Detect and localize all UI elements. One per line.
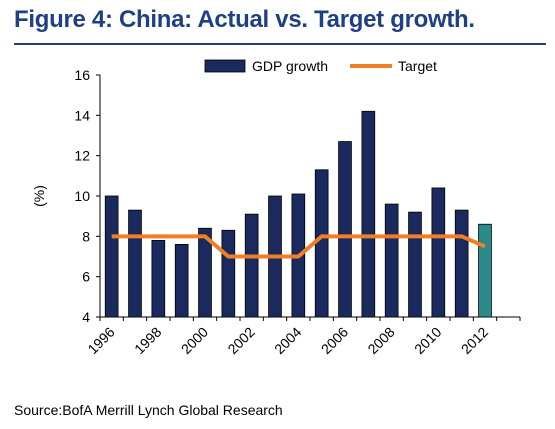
x-tick-label: 1996: [84, 324, 117, 357]
y-tick-label: 12: [74, 148, 90, 164]
gdp-growth-bar: [151, 239, 166, 318]
y-tick-label: 16: [74, 67, 90, 83]
axes: [96, 74, 521, 321]
gdp-growth-bar: [454, 209, 469, 318]
legend-label-target: Target: [398, 58, 437, 74]
gdp-growth-bar: [104, 195, 119, 318]
source-note: Source:BofA Merrill Lynch Global Researc…: [14, 402, 283, 418]
gdp-growth-bar: [314, 169, 329, 318]
figure-title: Figure 4: China: Actual vs. Target growt…: [14, 6, 475, 33]
legend-swatch-gdp-growth: [204, 59, 246, 73]
y-tick-label: 4: [82, 309, 90, 325]
gdp-growth-bar: [221, 229, 236, 318]
gdp-growth-bar: [478, 223, 492, 318]
gdp-growth-bar: [338, 141, 352, 318]
x-tick-label: 2006: [318, 324, 351, 357]
gdp-growth-bar: [361, 110, 376, 318]
title-underline: [14, 43, 546, 45]
x-tick-label: 2002: [224, 324, 257, 357]
y-tick-label: 14: [74, 107, 90, 123]
bars-series: [104, 110, 492, 318]
legend: GDP growth Target: [204, 58, 437, 74]
gdp-growth-bar: [384, 203, 399, 318]
gdp-growth-bar: [198, 227, 212, 318]
target-line: [111, 234, 486, 259]
legend-label-gdp-growth: GDP growth: [252, 58, 328, 74]
y-tick-label: 8: [82, 228, 90, 244]
x-tick-label: 2012: [458, 324, 491, 357]
y-axis-label: (%): [31, 185, 47, 207]
gdp-growth-bar: [128, 209, 142, 318]
gdp-growth-bar: [431, 187, 446, 318]
x-tick-label: 2010: [411, 324, 444, 357]
x-tick-label: 1998: [131, 324, 164, 357]
x-tick-label: 2004: [271, 324, 304, 357]
target-line-series: [111, 234, 486, 259]
y-tick-label: 6: [82, 269, 90, 285]
gdp-growth-bar: [408, 211, 422, 318]
gdp-growth-bar: [244, 213, 259, 318]
x-tick-label: 2000: [178, 324, 211, 357]
x-tick-label: 2008: [364, 324, 397, 357]
gdp-growth-bar: [174, 243, 189, 318]
y-tick-label: 10: [74, 188, 90, 204]
